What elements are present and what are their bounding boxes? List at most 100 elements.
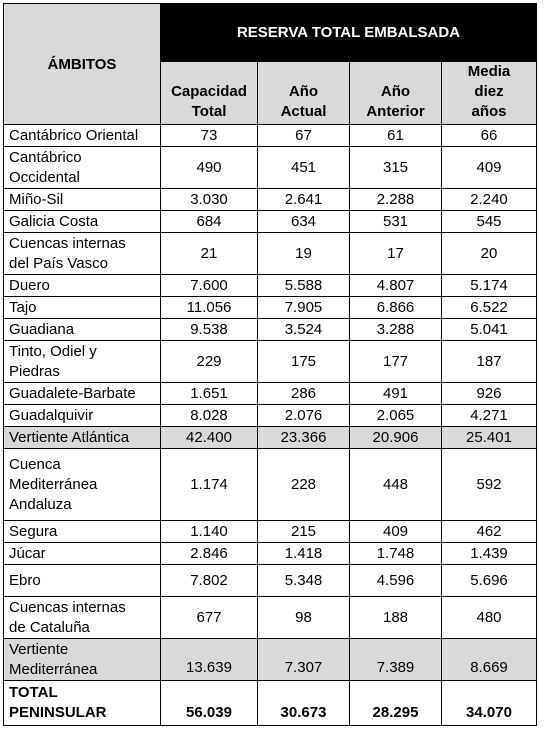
ano-anterior-value: 28.295 (349, 680, 442, 726)
ano-actual-value: 451 (257, 146, 350, 189)
media-diez-anos-value: 545 (441, 210, 537, 233)
ano-actual-header: Año Actual (257, 61, 350, 125)
capacidad-total-header-line: Capacidad (171, 83, 247, 100)
ambito-name-line: Guadalete-Barbate (9, 384, 136, 402)
ano-anterior-value: 491 (349, 382, 442, 405)
table-row: Miño-Sil 3.030 2.641 2.288 2.240 (3, 188, 537, 211)
ano-actual-value: 634 (257, 210, 350, 233)
ambito-name-line: Segura (9, 522, 58, 540)
ambito-name: Duero (3, 274, 161, 297)
table-row: Vertiente Atlántica 42.400 23.366 20.906 25.… (3, 426, 537, 449)
ambito-name: Galicia Costa (3, 210, 161, 233)
ambito-name: Guadalete-Barbate (3, 382, 161, 405)
table-row: TOTAL PENINSULAR 56.039 30.673 28.295 34.070 (3, 680, 537, 726)
ano-anterior-value: 177 (349, 340, 442, 383)
ambito-name-line: Vertiente (9, 640, 69, 658)
ambito-name: Cuenca Mediterránea Andaluza (3, 448, 161, 521)
media-diez-anos-value: 8.669 (441, 638, 537, 681)
ambito-name-line: del País Vasco (9, 254, 108, 272)
capacidad-total-value: 490 (160, 146, 258, 189)
ambito-name-line: Guadiana (9, 320, 75, 338)
ano-anterior-header-line: Anterior (366, 103, 425, 120)
ano-actual-value: 175 (257, 340, 350, 383)
ambito-name-line: PENINSULAR (9, 704, 107, 721)
ano-anterior-value: 448 (349, 448, 442, 521)
ano-anterior-value: 409 (349, 520, 442, 543)
ambito-name-line: Galicia Costa (9, 212, 99, 230)
table-row: Júcar 2.846 1.418 1.748 1.439 (3, 542, 537, 565)
table-row: Guadalquivir 8.028 2.076 2.065 4.271 (3, 404, 537, 427)
media-diez-anos-value: 926 (441, 382, 537, 405)
ambito-name-line: Mediterránea (9, 475, 98, 493)
ambito-name-line: Piedras (9, 362, 60, 380)
media-diez-anos-header: Media diez años (441, 61, 537, 125)
ano-actual-value: 2.076 (257, 404, 350, 427)
ambito-name-line: Guadalquivir (9, 406, 94, 424)
ano-actual-value: 3.524 (257, 318, 350, 341)
table-row: Cuencas internas del País Vasco 21 19 17 20 (3, 232, 537, 275)
media-diez-anos-value: 5.174 (441, 274, 537, 297)
ambito-name: Vertiente Mediterránea (3, 638, 161, 681)
ambito-name-line: Júcar (9, 544, 46, 562)
ambito-name-line: Tajo (9, 298, 37, 316)
ano-anterior-value: 4.807 (349, 274, 442, 297)
ano-actual-value: 286 (257, 382, 350, 405)
media-diez-anos-value: 5.696 (441, 564, 537, 597)
table-row: Ebro 7.802 5.348 4.596 5.696 (3, 564, 537, 597)
media-diez-anos-value: 462 (441, 520, 537, 543)
capacidad-total-value: 677 (160, 596, 258, 639)
capacidad-total-value: 1.140 (160, 520, 258, 543)
media-diez-anos-value: 187 (441, 340, 537, 383)
ambito-name: Ebro (3, 564, 161, 597)
media-diez-anos-value: 4.271 (441, 404, 537, 427)
table-row: Cantábrico Occidental 490 451 315 409 (3, 146, 537, 189)
ambito-name-line: TOTAL (9, 684, 58, 701)
ano-anterior-value: 2.288 (349, 188, 442, 211)
ambito-name: Júcar (3, 542, 161, 565)
ano-anterior-header-line: Año (380, 83, 411, 100)
capacidad-total-value: 1.651 (160, 382, 258, 405)
ambito-name-line: Mediterránea (9, 660, 98, 678)
media-diez-anos-header-line: diez (474, 83, 504, 100)
capacidad-total-value: 7.802 (160, 564, 258, 597)
ambito-name: TOTAL PENINSULAR (3, 680, 161, 726)
ano-actual-value: 7.905 (257, 296, 350, 319)
capacidad-total-value: 3.030 (160, 188, 258, 211)
ano-actual-value: 2.641 (257, 188, 350, 211)
ambito-name-line: Andaluza (9, 495, 72, 513)
capacidad-total-value: 1.174 (160, 448, 258, 521)
ambitos-header: ÁMBITOS (3, 3, 161, 125)
ambito-name-line: Vertiente Atlántica (9, 428, 130, 446)
ambito-name-line: de Cataluña (9, 618, 90, 636)
capacidad-total-header: Capacidad Total (160, 61, 258, 125)
ano-anterior-value: 20.906 (349, 426, 442, 449)
ambito-name: Cantábrico Oriental (3, 124, 161, 147)
table-row: Segura 1.140 215 409 462 (3, 520, 537, 543)
ano-actual-header-line: Actual (280, 103, 327, 120)
ano-actual-value: 5.348 (257, 564, 350, 597)
table-row: Guadiana 9.538 3.524 3.288 5.041 (3, 318, 537, 341)
ano-anterior-value: 61 (349, 124, 442, 147)
ano-actual-value: 30.673 (257, 680, 350, 726)
ambito-name: Guadiana (3, 318, 161, 341)
ano-anterior-value: 531 (349, 210, 442, 233)
capacidad-total-value: 11.056 (160, 296, 258, 319)
ano-anterior-value: 4.596 (349, 564, 442, 597)
media-diez-anos-value: 5.041 (441, 318, 537, 341)
table-row: Tinto, Odiel y Piedras 229 175 177 187 (3, 340, 537, 383)
table-row: Cuenca Mediterránea Andaluza 1.174 228 448 592 (3, 448, 537, 521)
ano-anterior-value: 6.866 (349, 296, 442, 319)
table-row: Vertiente Mediterránea 13.639 7.307 7.389 8.6… (3, 638, 537, 681)
capacidad-total-value: 73 (160, 124, 258, 147)
media-diez-anos-header-line: años (471, 103, 507, 120)
capacidad-total-value: 229 (160, 340, 258, 383)
ano-actual-value: 5.588 (257, 274, 350, 297)
ambito-name-line: Tinto, Odiel y (9, 342, 97, 360)
ambito-name-line: Cantábrico (9, 148, 82, 166)
ambito-name: Cuencas internas del País Vasco (3, 232, 161, 275)
capacidad-total-value: 56.039 (160, 680, 258, 726)
capacidad-total-value: 2.846 (160, 542, 258, 565)
ambito-name: Guadalquivir (3, 404, 161, 427)
ambito-name-line: Cuencas internas (9, 234, 126, 252)
ambito-name: Tajo (3, 296, 161, 319)
